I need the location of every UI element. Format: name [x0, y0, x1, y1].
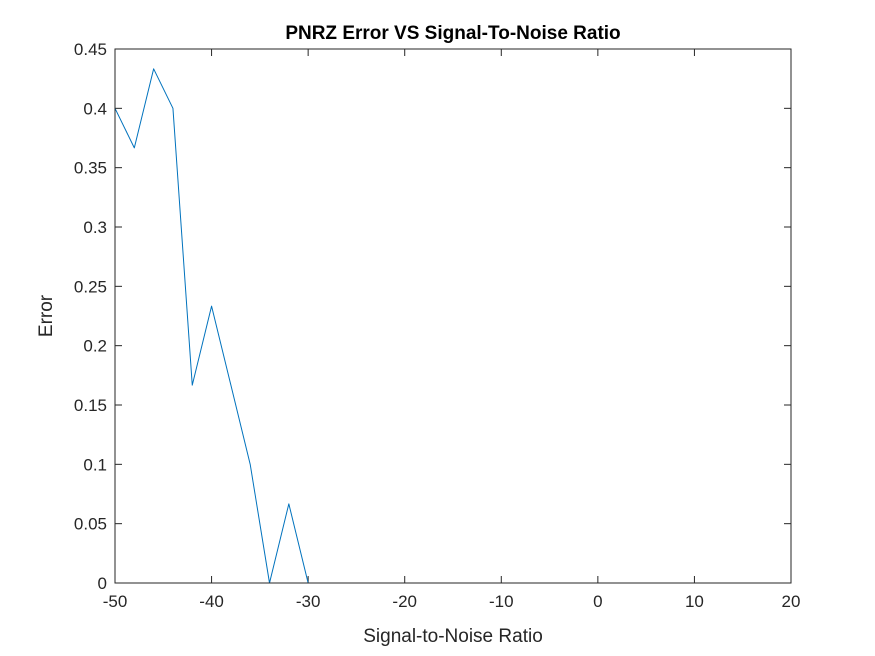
x-tick-label: -30 [296, 592, 321, 611]
tick-labels: -50 -40 -30 -20 -10 0 10 20 0 0.05 0.1 0.15 0.2 0.25 0… [74, 40, 801, 611]
x-axis-label: Signal-to-Noise Ratio [363, 626, 543, 647]
y-tick-label: 0.45 [74, 40, 107, 59]
x-tick-label: 20 [782, 592, 801, 611]
y-tick-label: 0.2 [83, 337, 107, 356]
chart-title: PNRZ Error VS Signal-To-Noise Ratio [285, 23, 620, 44]
axes-background [115, 49, 791, 583]
y-tick-label: 0.1 [83, 455, 107, 474]
y-tick-label: 0.35 [74, 159, 107, 178]
x-tick-label: 0 [593, 592, 602, 611]
x-tick-label: -10 [489, 592, 514, 611]
x-tick-label: -50 [103, 592, 128, 611]
x-tick-label: -20 [392, 592, 417, 611]
y-tick-label: 0.25 [74, 277, 107, 296]
x-tick-label: 10 [685, 592, 704, 611]
axes-box [114, 48, 792, 584]
y-tick-label: 0.15 [74, 396, 107, 415]
y-axis-label: Error [36, 294, 57, 337]
y-tick-label: 0.3 [83, 218, 107, 237]
y-tick-label: 0 [98, 574, 107, 593]
y-tick-label: 0.05 [74, 515, 107, 534]
x-tick-label: -40 [199, 592, 224, 611]
y-tick-label: 0.4 [83, 99, 107, 118]
